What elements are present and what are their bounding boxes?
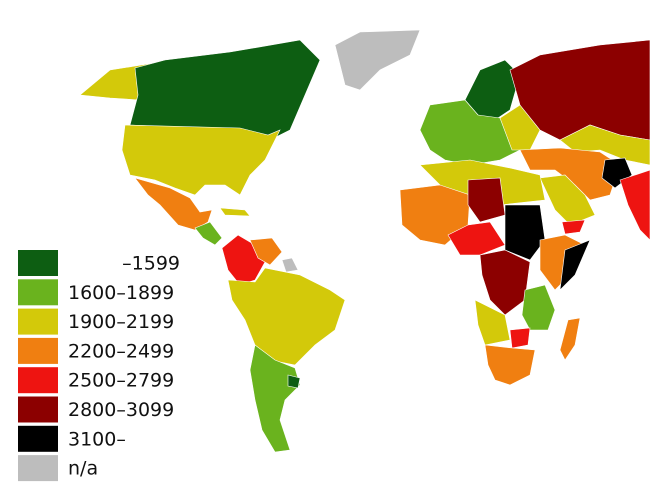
uruguay xyxy=(287,374,301,389)
legend-swatch xyxy=(18,425,58,452)
eastern-europe xyxy=(499,104,541,151)
legend-swatch xyxy=(18,337,58,364)
legend-swatch xyxy=(18,308,58,335)
india xyxy=(619,169,650,241)
arabia xyxy=(539,174,596,226)
legend: –1599 1600–1899 1900–2199 2200–2499 2500–279… xyxy=(18,250,180,482)
venezuela xyxy=(249,237,283,266)
angola xyxy=(474,299,511,346)
yemen xyxy=(561,219,586,235)
chad-niger xyxy=(467,177,506,223)
legend-swatch xyxy=(18,396,58,423)
legend-label: 2200–2499 xyxy=(68,340,174,362)
legend-label: 1600–1899 xyxy=(68,282,174,304)
congo xyxy=(479,249,531,316)
caribbean xyxy=(219,207,251,217)
legend-swatch xyxy=(18,279,58,306)
countries xyxy=(79,29,650,453)
madagascar xyxy=(559,317,581,361)
legend-label: 2500–2799 xyxy=(68,370,174,392)
legend-label: n/a xyxy=(68,458,98,480)
europe xyxy=(419,99,521,166)
greenland xyxy=(334,29,421,91)
canada xyxy=(129,39,321,141)
somalia xyxy=(559,239,591,291)
central-america xyxy=(194,221,223,246)
sudan xyxy=(504,204,546,261)
legend-label: 1900–2199 xyxy=(68,311,174,333)
mexico xyxy=(134,177,213,231)
legend-label: 2800–3099 xyxy=(68,399,174,421)
legend-swatch xyxy=(18,455,58,482)
legend-swatch xyxy=(18,367,58,394)
legend-label: –1599 xyxy=(122,253,180,275)
zambia xyxy=(509,327,531,349)
middle-east xyxy=(519,147,621,201)
brazil-andes xyxy=(227,267,346,366)
argentina-chile xyxy=(249,344,301,453)
guyana xyxy=(281,257,299,273)
legend-label: 3100– xyxy=(68,428,126,450)
usa xyxy=(121,124,281,196)
southern-africa xyxy=(484,344,536,386)
legend-swatch xyxy=(18,250,58,276)
east-africa xyxy=(521,284,556,331)
